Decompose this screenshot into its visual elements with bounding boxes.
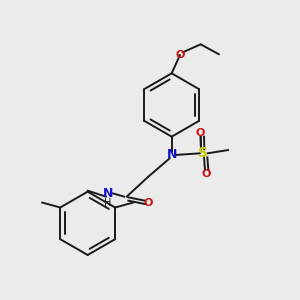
Text: O: O: [195, 128, 205, 138]
Text: S: S: [198, 146, 208, 160]
Text: N: N: [103, 187, 113, 200]
Text: N: N: [167, 148, 177, 161]
Text: H: H: [104, 198, 111, 208]
Text: O: O: [144, 198, 153, 208]
Text: O: O: [175, 50, 185, 60]
Text: O: O: [202, 169, 211, 179]
